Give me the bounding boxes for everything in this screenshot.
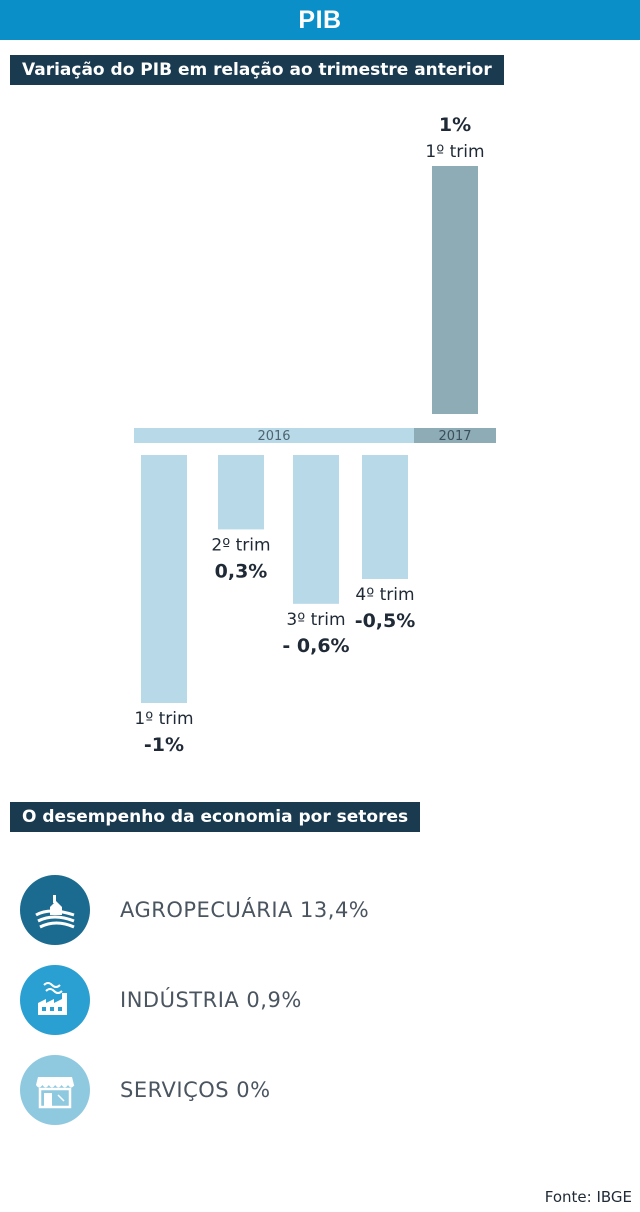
bar-2017-1: [432, 166, 478, 414]
farm-icon: [35, 895, 75, 929]
sector-row-agropecuaria: AGROPECUÁRIA 13,4%: [20, 875, 369, 945]
factory-icon: [38, 982, 67, 1015]
gdp-bar-chart: 2016 2017 1º trim -1% 2º trim 0,3% 3º trim - 0,…: [134, 114, 496, 756]
sector-row-industria: INDÚSTRIA 0,9%: [20, 965, 302, 1035]
sector-row-servicos: SERVIÇOS 0%: [20, 1055, 271, 1125]
source-note: Fonte: IBGE: [544, 1188, 632, 1206]
bar-value-2016-3: - 0,6%: [282, 635, 349, 657]
year-label-2016: 2016: [257, 429, 290, 444]
bar-value-2017-1: 1%: [439, 114, 471, 136]
bar-label-2016-1: 1º trim: [134, 709, 193, 729]
bar-label-2016-4: 4º trim: [355, 585, 414, 605]
sector-label-agropecuaria: AGROPECUÁRIA 13,4%: [120, 898, 370, 922]
axis-band-2017: [414, 428, 496, 443]
sector-circle-servicos: [20, 1055, 90, 1125]
axis-band-2016: [134, 428, 414, 443]
bar-value-2016-2: 0,3%: [215, 560, 268, 582]
sectors-section-title: O desempenho da economia por setores: [10, 802, 421, 832]
sector-circle-agropecuaria: [20, 875, 90, 945]
page-title: PIB: [298, 5, 342, 34]
bar-label-2016-3: 3º trim: [286, 610, 345, 630]
sector-label-industria: INDÚSTRIA 0,9%: [120, 988, 302, 1012]
bar-label-2016-2: 2º trim: [211, 535, 270, 555]
chart-section-title: Variação do PIB em relação ao trimestre …: [10, 55, 504, 85]
bar-label-2017-1: 1º trim: [425, 142, 484, 162]
sector-circle-industria: [20, 965, 90, 1035]
storefront-icon: [36, 1077, 75, 1109]
sector-label-servicos: SERVIÇOS 0%: [120, 1078, 271, 1102]
header-bar: PIB: [0, 0, 640, 40]
bar-2016-3: [293, 455, 339, 604]
bar-2016-2: [218, 455, 264, 530]
bar-2016-4: [362, 455, 408, 579]
bar-value-2016-4: -0,5%: [355, 610, 416, 632]
year-label-2017: 2017: [438, 429, 471, 444]
bar-2016-1: [141, 455, 187, 703]
bar-value-2016-1: -1%: [144, 734, 184, 756]
